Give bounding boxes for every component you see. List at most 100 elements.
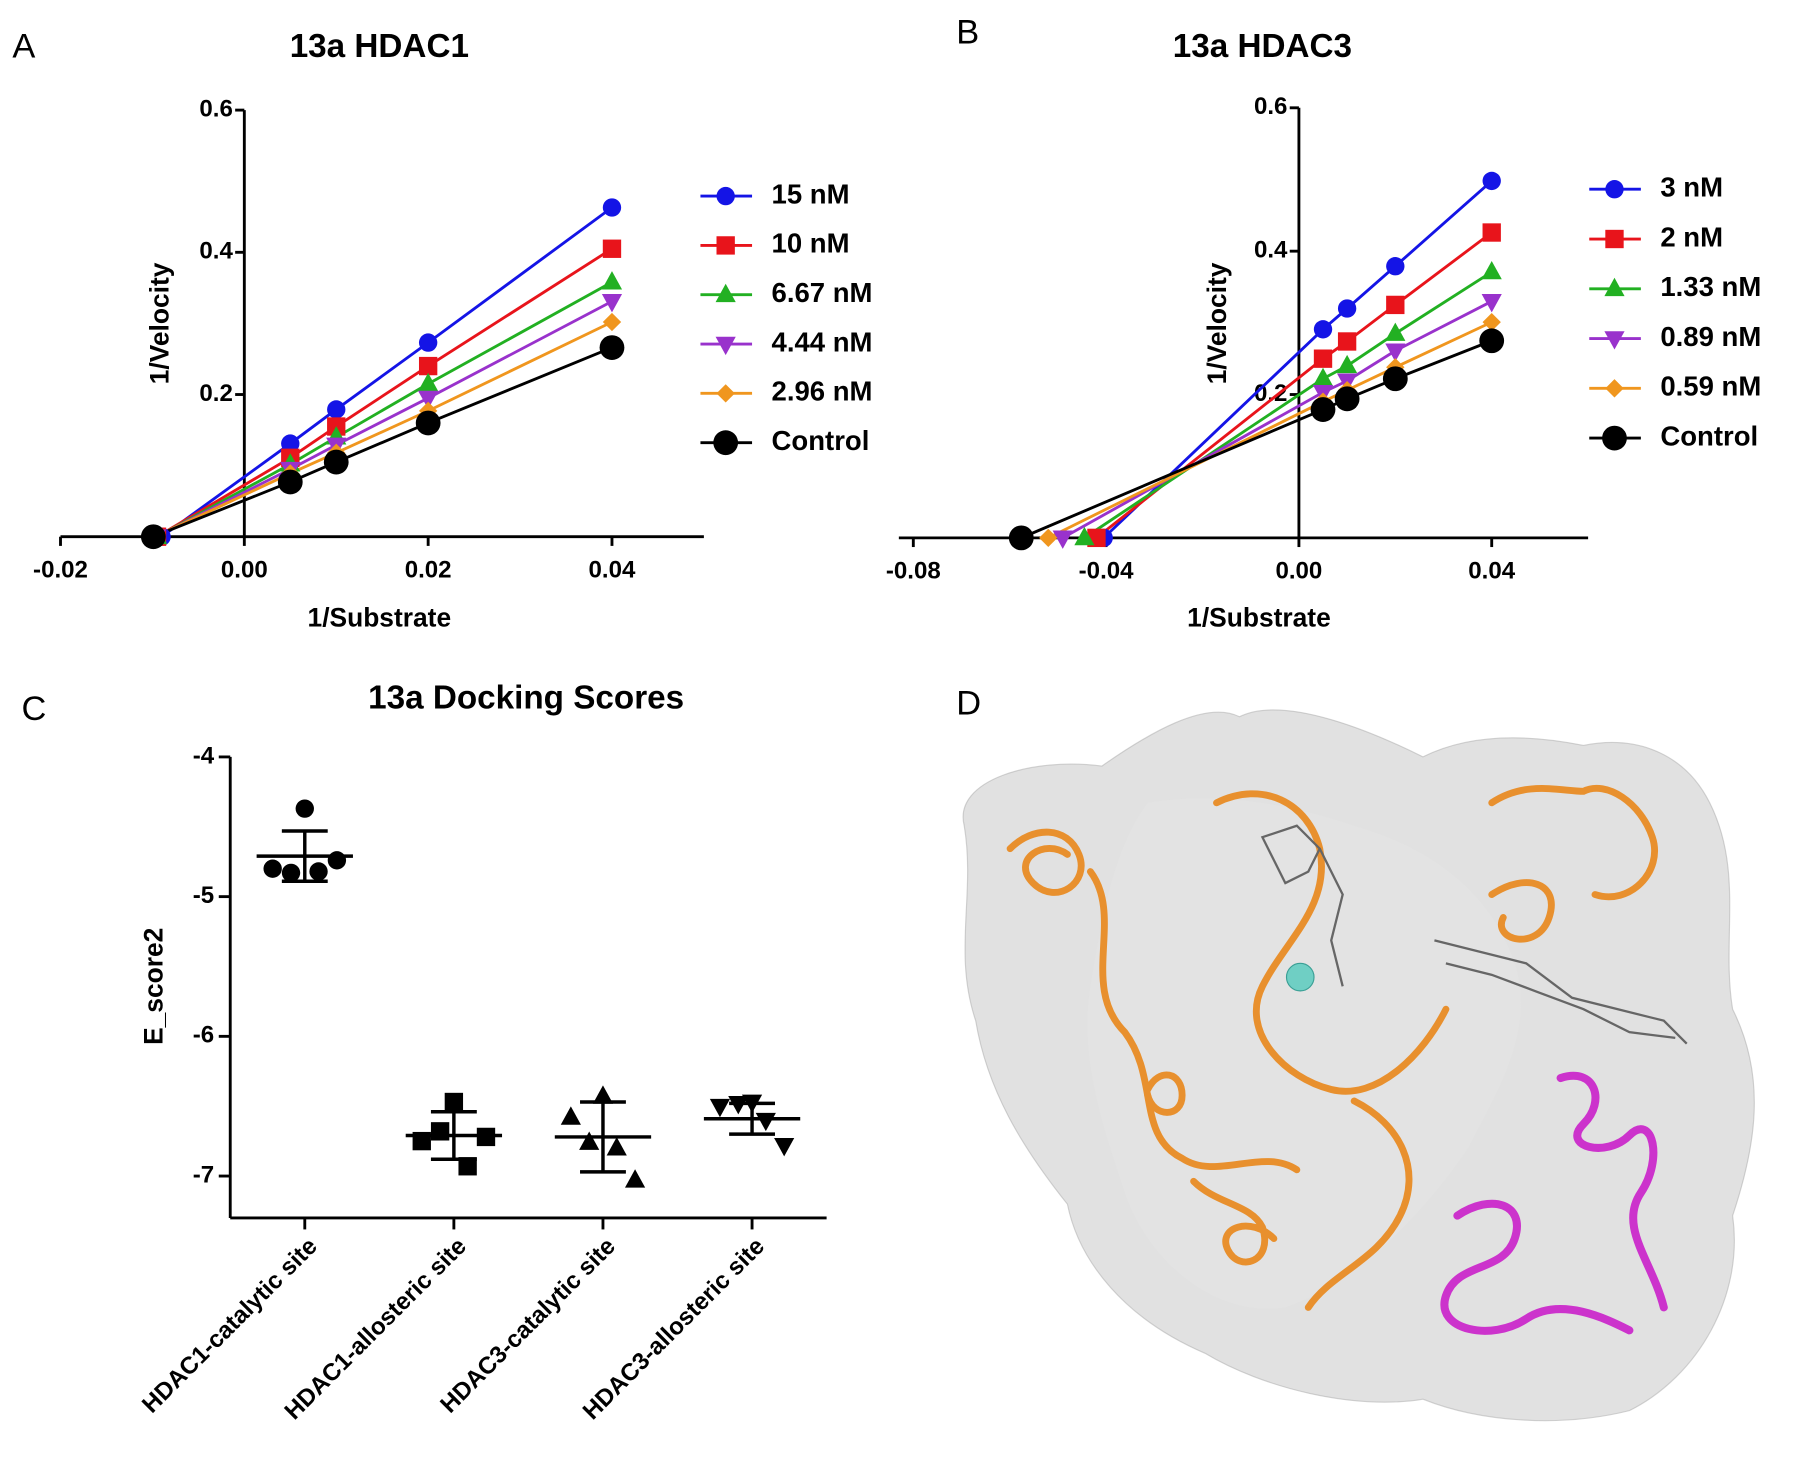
x-tick-label: 0.02: [405, 556, 452, 583]
legend-marker: [1602, 425, 1627, 451]
series-line: [1020, 339, 1493, 540]
marker: [1385, 343, 1406, 362]
chart-title: 13a HDAC1: [290, 28, 469, 65]
marker: [1382, 366, 1408, 392]
marker: [579, 1131, 600, 1150]
marker: [1313, 320, 1333, 339]
x-axis-label: 1/Substrate: [308, 602, 452, 632]
marker: [1482, 171, 1501, 191]
legend-label: Control: [772, 425, 870, 456]
y-tick-label: 0.2: [199, 380, 232, 407]
legend-marker: [716, 186, 735, 206]
legend-label: 2 nM: [1660, 221, 1723, 252]
marker: [602, 239, 622, 258]
marker: [418, 372, 439, 392]
legend-marker: [716, 236, 735, 255]
y-tick-label: 0.6: [1254, 93, 1287, 120]
series-line: [1083, 270, 1493, 540]
y-tick-label: -7: [193, 1161, 214, 1188]
marker: [1310, 397, 1336, 422]
legend-marker: [715, 336, 736, 356]
marker: [140, 524, 166, 550]
marker: [263, 859, 282, 878]
marker: [601, 294, 623, 313]
x-tick-label: 0.00: [221, 556, 268, 583]
legend-marker: [716, 384, 735, 403]
x-tick-label: 0.04: [1468, 558, 1515, 585]
legend-label: Control: [1660, 420, 1758, 451]
legend-marker: [1604, 331, 1625, 350]
x-tick-label: -0.08: [886, 558, 941, 585]
marker: [1312, 367, 1334, 387]
marker: [599, 335, 625, 360]
legend-label: 3 nM: [1660, 171, 1723, 202]
marker: [624, 1169, 646, 1188]
marker: [327, 851, 347, 870]
y-axis-label: 1/Velocity: [144, 262, 174, 384]
marker: [1481, 260, 1502, 280]
y-tick-label: 0.6: [199, 95, 232, 122]
x-tick-label: 0.00: [1275, 558, 1322, 585]
chart-title: 13a HDAC3: [1173, 28, 1352, 65]
legend-label: 0.59 nM: [1660, 371, 1761, 402]
legend-marker: [713, 430, 739, 456]
legend-label: 1.33 nM: [1660, 271, 1761, 302]
marker: [774, 1137, 795, 1157]
marker: [1482, 312, 1501, 332]
y-tick-label: -5: [193, 882, 214, 909]
marker: [709, 1098, 731, 1118]
x-axis-label: 1/Substrate: [1187, 602, 1331, 632]
legend-marker: [1605, 180, 1624, 199]
y-tick-label: 0.2: [1254, 380, 1287, 407]
marker: [1481, 293, 1502, 313]
panel-label: A: [12, 27, 35, 65]
series-line: [1047, 320, 1493, 540]
marker: [602, 198, 622, 217]
series-line: [1095, 231, 1493, 539]
marker: [1337, 299, 1357, 318]
protein-structure-image: [962, 709, 1755, 1422]
panel-label: C: [22, 690, 47, 728]
legend-marker: [1605, 229, 1624, 249]
marker: [327, 400, 346, 419]
y-axis-label: 1/Velocity: [1202, 262, 1232, 384]
series-line: [155, 300, 613, 539]
marker: [415, 410, 441, 436]
marker: [1337, 332, 1357, 351]
marker: [1074, 526, 1095, 546]
chart-title: 13a Docking Scores: [368, 679, 684, 716]
legend-marker: [1604, 277, 1625, 297]
marker: [1337, 354, 1358, 374]
marker: [1479, 328, 1505, 354]
marker: [430, 1122, 450, 1141]
marker: [295, 799, 314, 818]
marker: [1008, 525, 1034, 551]
marker: [418, 333, 438, 352]
x-tick-label: -0.02: [33, 556, 88, 583]
marker: [458, 1157, 477, 1176]
legend-label: 2.96 nM: [772, 376, 873, 407]
legend-marker: [715, 283, 736, 303]
marker: [1385, 322, 1406, 341]
marker: [601, 271, 623, 290]
marker: [323, 449, 349, 475]
legend-label: 10 nM: [772, 228, 850, 259]
y-tick-label: -4: [193, 742, 215, 769]
y-tick-label: -6: [193, 1022, 214, 1049]
series-line: [1062, 300, 1493, 540]
marker: [606, 1137, 627, 1156]
marker: [592, 1085, 614, 1104]
series-line: [154, 320, 613, 539]
marker: [602, 312, 622, 332]
x-tick-label: -0.04: [1079, 558, 1134, 585]
marker: [1386, 295, 1405, 315]
y-tick-label: 0.4: [1254, 237, 1288, 264]
legend-label: 0.89 nM: [1660, 321, 1761, 352]
legend-label: 4.44 nM: [772, 326, 873, 357]
x-tick-label: 0.04: [589, 556, 636, 583]
legend-label: 15 nM: [772, 178, 850, 209]
panel-label: B: [956, 13, 979, 51]
marker: [728, 1096, 749, 1115]
marker: [277, 469, 303, 495]
